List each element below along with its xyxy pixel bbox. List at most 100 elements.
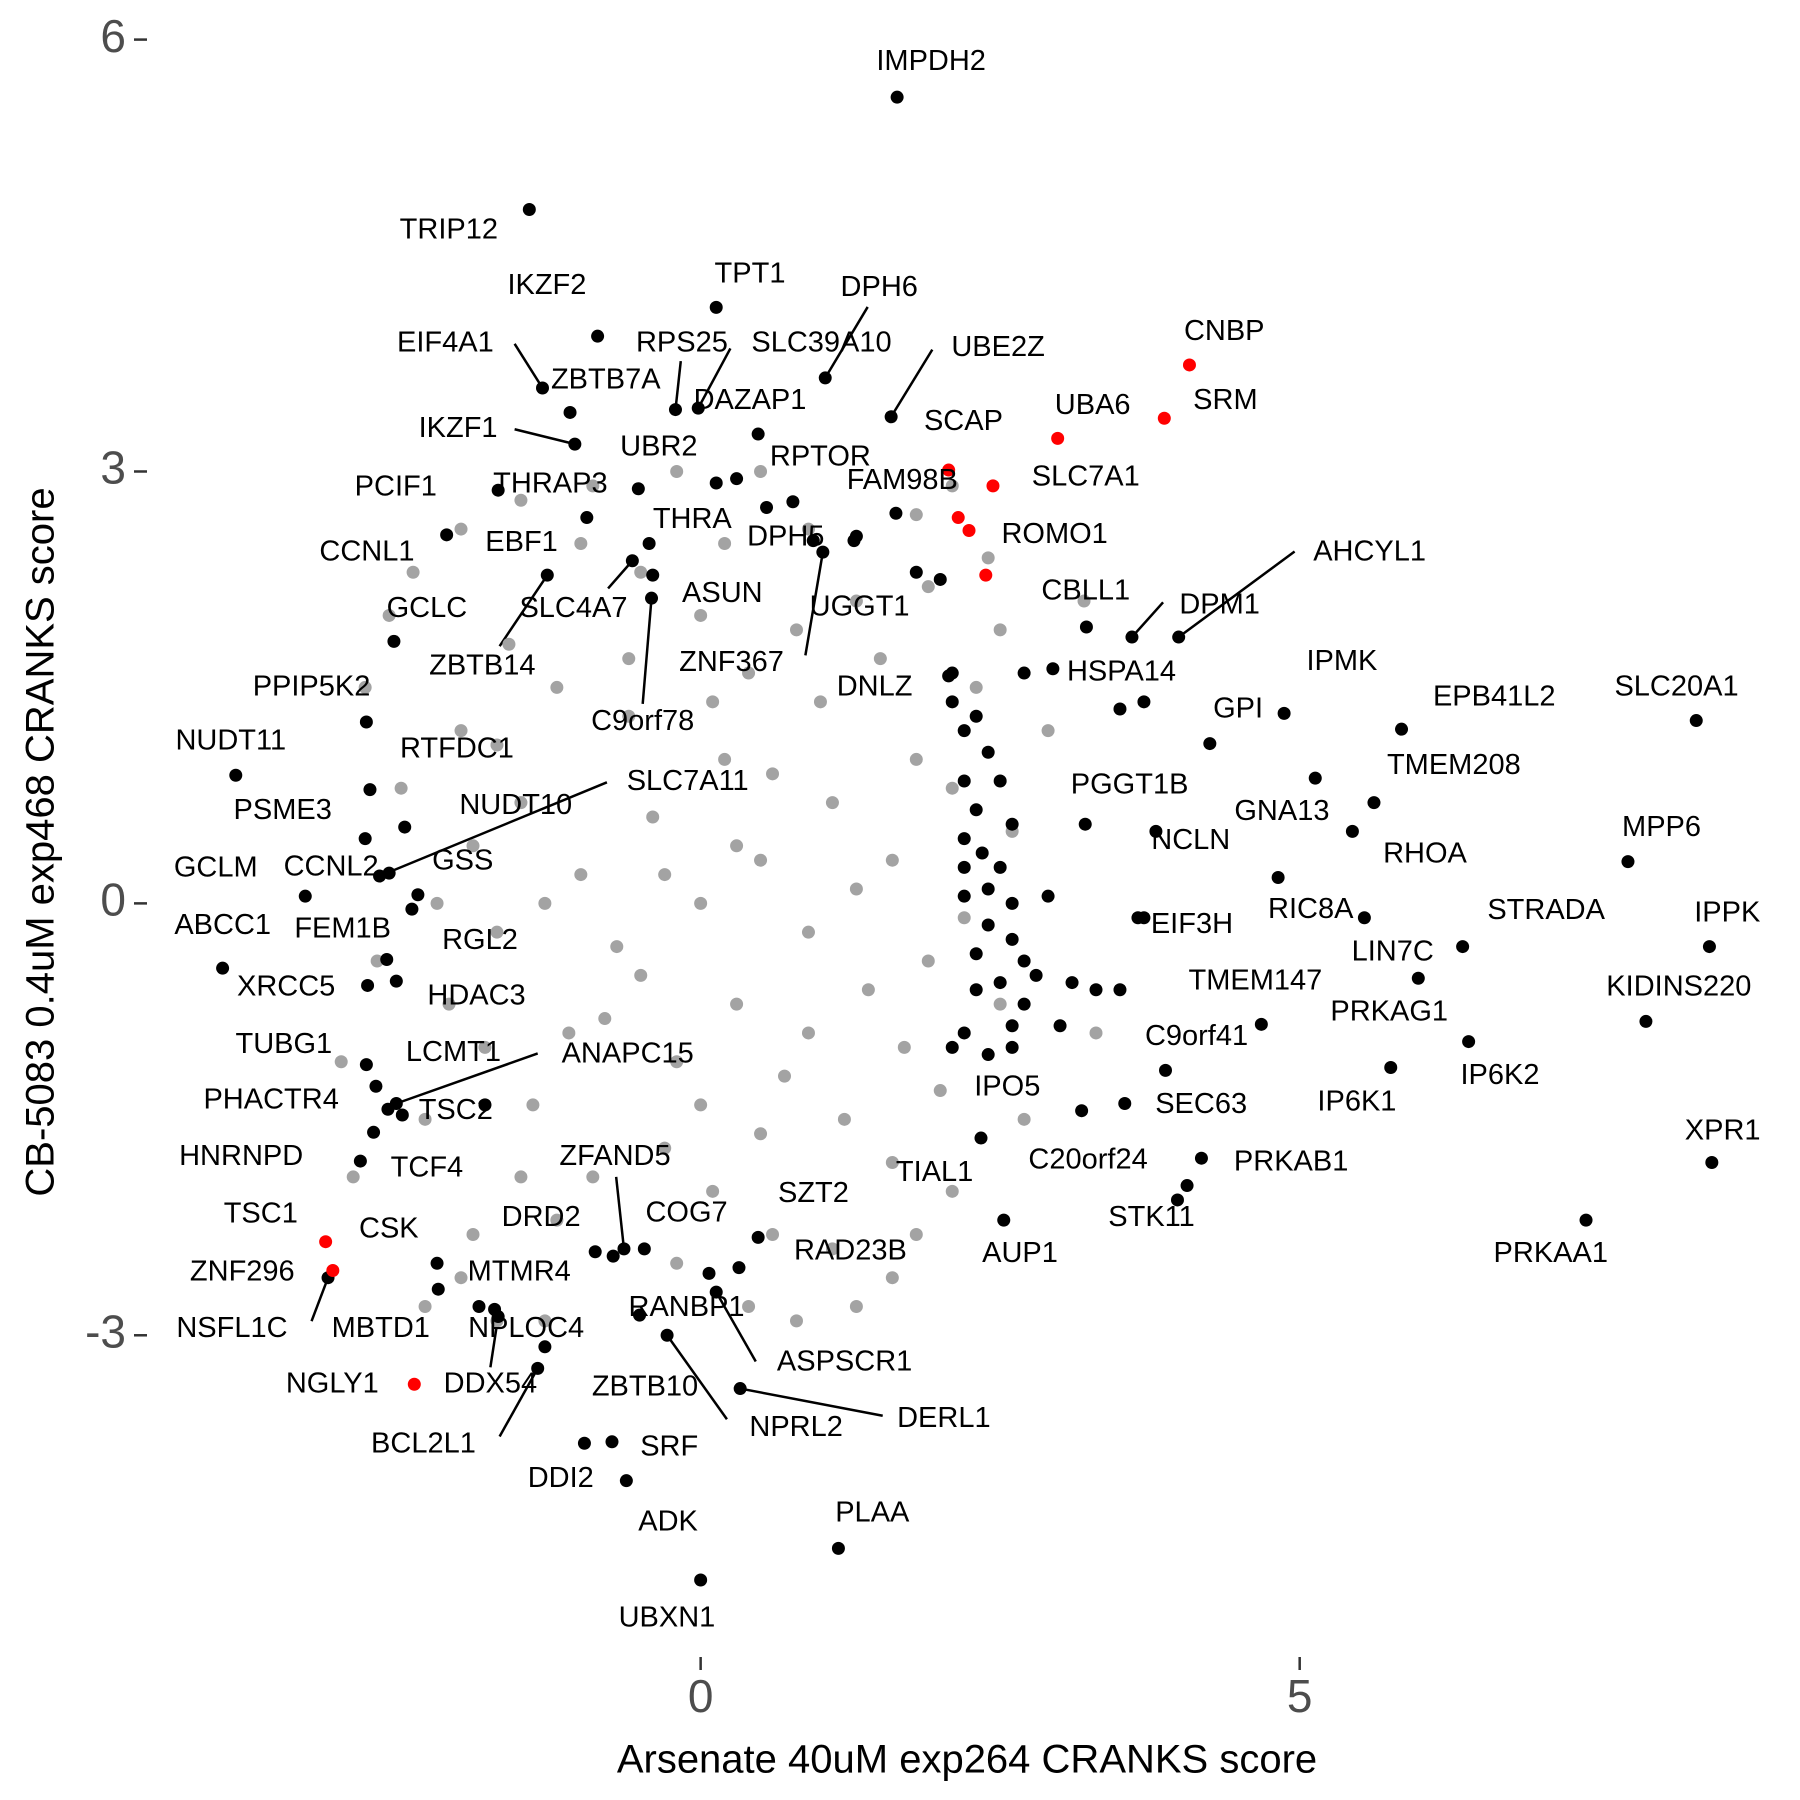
point-label: NCLN [1151,824,1230,856]
point-label: DPM1 [1179,588,1260,620]
point-label: ASPSCR1 [777,1345,912,1377]
leader-line [804,551,825,656]
point [979,568,993,582]
point [514,1170,528,1184]
point [813,695,827,709]
point [691,401,705,415]
point [825,1242,839,1256]
point [957,1026,971,1040]
point [466,1228,480,1242]
point [1089,1026,1103,1040]
point [1005,896,1019,910]
point [884,410,898,424]
point [522,202,536,216]
point [535,381,549,395]
point [849,594,863,608]
point [1705,1156,1719,1170]
point-label: TUBG1 [236,1028,333,1060]
point [491,483,505,497]
point-label: NUDT10 [459,789,572,821]
point [1029,968,1043,982]
point [1017,997,1031,1011]
point [801,522,815,536]
point [418,1112,432,1126]
point [957,724,971,738]
point-label: PRKAA1 [1494,1237,1608,1269]
point-label: COG7 [645,1197,727,1229]
point [633,1308,647,1322]
point [754,853,768,867]
point-label: NPRL2 [749,1411,843,1443]
y-axis-title: CB-5083 0.4uM exp468 CRANKS score [19,487,63,1196]
point-label: NPLOC4 [468,1312,584,1344]
point [361,978,375,992]
point-label: IKZF2 [507,269,586,301]
point [889,506,903,520]
point [668,403,682,417]
point [658,868,672,882]
point-label: ZBTB7A [551,363,661,395]
point-label: ABCC1 [174,909,271,941]
point-label: ZFAND5 [559,1140,670,1172]
point-label: SLC7A1 [1032,460,1140,492]
point-label: C20orf24 [1028,1143,1147,1175]
point-label: DNLZ [837,670,913,702]
point [531,1361,545,1375]
point-label: TSC2 [419,1094,493,1126]
point [466,839,480,853]
point [1137,695,1151,709]
point-label: FAM98B [847,464,958,496]
point [730,997,744,1011]
point-label: KIDINS220 [1606,970,1751,1002]
point [718,752,732,766]
point-label: FEM1B [294,913,391,945]
point [1639,1014,1653,1028]
point [1149,824,1163,838]
point [1395,722,1409,736]
point-label: PGGT1B [1071,768,1189,800]
point [754,1127,768,1141]
point-label: LCMT1 [406,1036,501,1068]
point [694,1573,708,1587]
point [550,680,564,694]
point [945,1184,959,1198]
point [993,997,1007,1011]
ticks: -3 0 3 6 0 5 [85,10,1312,1722]
point [490,925,504,939]
leader-line [697,347,732,409]
point [625,554,639,568]
point [786,495,800,509]
point-label: UGGT1 [810,591,910,623]
point [574,868,588,882]
point-label: RPS25 [636,327,728,359]
point-label: AUP1 [982,1237,1058,1269]
y-tick-label: 6 [100,10,126,62]
point [1017,954,1031,968]
leader-lines [310,306,1296,1438]
point [670,1256,684,1270]
point [491,1310,505,1324]
point [577,1436,591,1450]
point [1194,1151,1208,1165]
point [514,796,528,810]
x-tick-label: 5 [1287,1670,1313,1722]
point [454,522,468,536]
point [957,774,971,788]
point-label: CBLL1 [1041,575,1130,607]
point-label: SEC63 [1155,1088,1247,1120]
point-label: ZBTB10 [592,1371,698,1403]
point [610,940,624,954]
point [861,983,875,997]
leader-line [513,343,544,389]
point [806,534,820,548]
point [706,1184,720,1198]
point [490,738,504,752]
point [957,832,971,846]
point [831,1541,845,1555]
point [751,427,765,441]
point [622,652,636,666]
point [407,1377,421,1391]
point-label: TMEM208 [1387,749,1521,781]
point-label: IMPDH2 [876,45,986,77]
point [319,1235,333,1249]
